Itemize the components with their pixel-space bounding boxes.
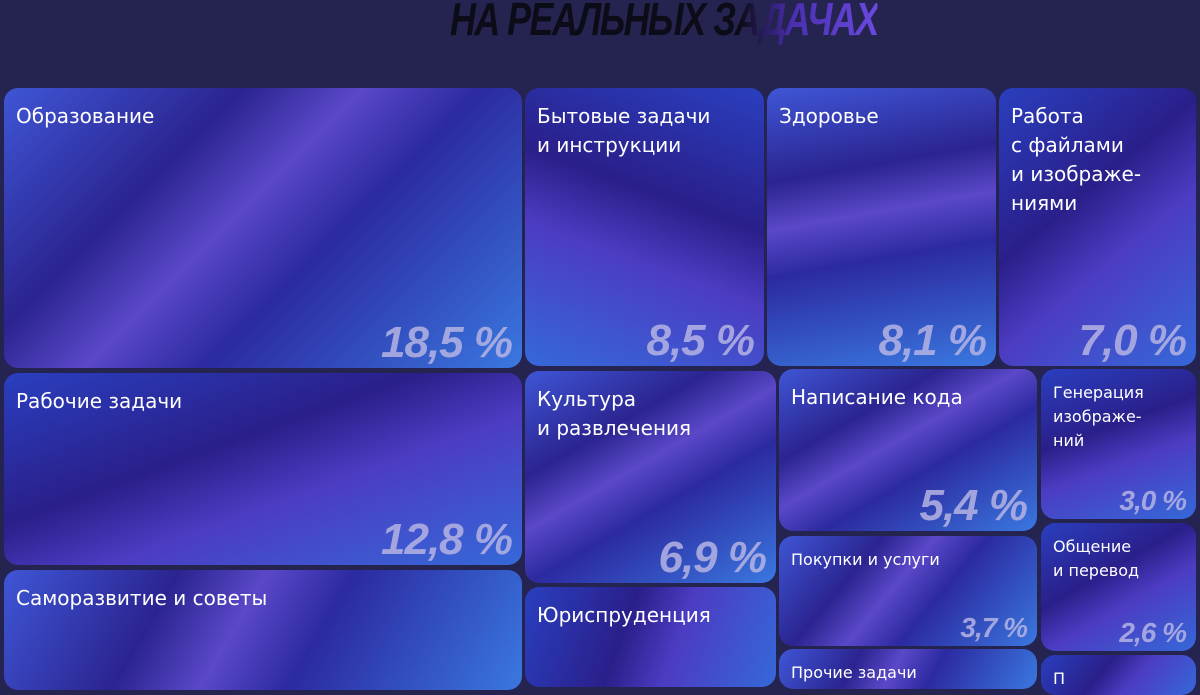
tile-label: Культура и развлечения bbox=[537, 387, 692, 440]
tile-label: Покупки и услуги bbox=[791, 550, 940, 569]
treemap-tile: Юриспруденция bbox=[525, 587, 776, 687]
tile-value: 12,8 % bbox=[381, 515, 513, 564]
tile-value: 18,5 % bbox=[381, 318, 513, 367]
treemap-tile: Написание кода 5,4 % bbox=[779, 369, 1037, 531]
treemap-tile: Культура и развлечения 6,9 % bbox=[525, 371, 776, 583]
treemap-tile: Общение и перевод 2,6 % bbox=[1041, 523, 1196, 651]
tile-label: Образование bbox=[16, 104, 155, 128]
tile-value: 3,7 % bbox=[960, 612, 1028, 643]
treemap-tile: Саморазвитие и советы bbox=[4, 570, 522, 690]
treemap-tile: Образование 18,5 % bbox=[4, 88, 522, 368]
tile-value: 7,0 % bbox=[1078, 316, 1187, 365]
tile-label: Здоровье bbox=[779, 104, 879, 128]
tile-label: П bbox=[1053, 669, 1066, 688]
tile-label: Бытовые задачи и инструкции bbox=[537, 104, 711, 157]
tile-label: Написание кода bbox=[791, 385, 963, 409]
tile-label: Прочие задачи bbox=[791, 663, 917, 682]
treemap-tile: Покупки и услуги 3,7 % bbox=[779, 536, 1037, 646]
treemap-tile: Прочие задачи bbox=[779, 649, 1037, 689]
treemap-tile: Генерация изображе- ний 3,0 % bbox=[1041, 369, 1196, 519]
tile-value: 5,4 % bbox=[919, 481, 1028, 530]
tile-label: Саморазвитие и советы bbox=[16, 586, 268, 610]
tile-value: 3,0 % bbox=[1119, 485, 1187, 516]
treemap-tile: Здоровье 8,1 % bbox=[767, 88, 996, 366]
tile-value: 8,5 % bbox=[646, 316, 755, 365]
tile-label: Общение и перевод bbox=[1053, 537, 1140, 580]
treemap-tile: Бытовые задачи и инструкции 8,5 % bbox=[525, 88, 764, 366]
tile-label: Рабочие задачи bbox=[16, 389, 183, 413]
tile-value: 6,9 % bbox=[658, 533, 767, 582]
tile-value: 2,6 % bbox=[1119, 617, 1187, 648]
treemap-tile: Рабочие задачи 12,8 % bbox=[4, 373, 522, 565]
chart-title: НА РЕАЛЬНЫХ ЗАДАЧАХ bbox=[450, 0, 879, 46]
tile-label: Юриспруденция bbox=[537, 603, 711, 627]
tile-value: 8,1 % bbox=[878, 316, 987, 365]
treemap-tile: Работа с файлами и изображе- ниями 7,0 % bbox=[999, 88, 1196, 366]
tile-label: Работа с файлами и изображе- ниями bbox=[1011, 104, 1142, 215]
treemap-tile: П bbox=[1041, 655, 1196, 695]
tile-label: Генерация изображе- ний bbox=[1053, 383, 1144, 450]
